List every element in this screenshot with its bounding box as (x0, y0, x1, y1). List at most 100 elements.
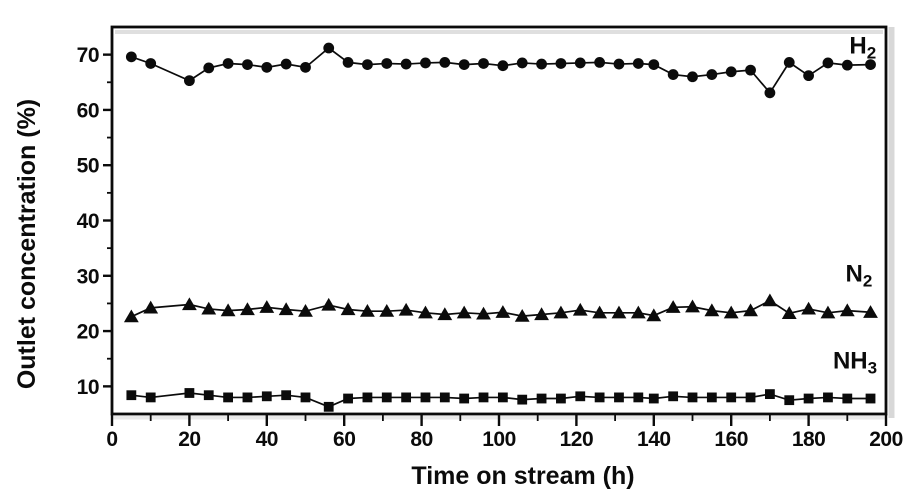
triangle-marker (646, 308, 662, 322)
circle-marker (184, 75, 195, 87)
x-tick-label: 100 (482, 428, 516, 451)
square-marker (126, 390, 137, 401)
y-axis-title: Outlet concentration (%) (13, 98, 41, 390)
circle-marker (706, 69, 718, 80)
triangle-marker (743, 303, 758, 317)
x-tick-label: 20 (178, 428, 200, 451)
triangle-marker (611, 305, 627, 319)
circle-marker (242, 59, 253, 70)
circle-marker (745, 64, 756, 76)
circle-marker (632, 58, 644, 69)
series-nitrogen: N2 (123, 260, 878, 323)
square-marker (362, 392, 373, 403)
triangle-marker (762, 293, 778, 307)
square-marker (145, 392, 156, 403)
y-tick-label: 70 (77, 44, 99, 67)
square-marker (823, 392, 833, 403)
circle-marker (439, 56, 451, 68)
triangle-marker (123, 309, 139, 323)
circle-marker (342, 56, 354, 68)
x-tick-label: 80 (410, 428, 432, 451)
circle-marker (125, 51, 137, 63)
square-marker (575, 391, 586, 402)
x-axis-ticks: 0 20 40 60 80 100 120 140 160 180 200 (106, 414, 903, 451)
x-tick-label: 160 (714, 428, 748, 451)
square-marker (223, 392, 233, 403)
triangle-marker (360, 303, 375, 317)
square-marker (381, 392, 392, 403)
triangle-marker (278, 302, 294, 316)
x-axis-title: Time on stream (h) (411, 462, 635, 490)
triangle-marker (321, 297, 337, 311)
circle-marker (516, 57, 528, 69)
square-marker (420, 392, 431, 403)
square-marker (497, 392, 508, 403)
square-marker (184, 388, 195, 398)
square-marker (803, 393, 814, 404)
circle-marker (667, 69, 679, 80)
y-tick-label: 10 (77, 376, 99, 399)
square-marker (765, 389, 775, 399)
square-marker (517, 394, 528, 405)
square-marker (439, 392, 450, 403)
square-marker (594, 392, 605, 403)
x-tick-label: 0 (106, 428, 117, 451)
series-label-ammonia: NH3 (833, 347, 877, 377)
triangle-marker (553, 305, 569, 319)
triangle-marker (259, 300, 275, 313)
series-label-nitrogen: N2 (846, 260, 873, 290)
triangle-marker (220, 303, 236, 317)
square-marker (261, 391, 272, 402)
square-marker (865, 393, 876, 404)
circle-marker (574, 57, 586, 69)
y-tick-label: 50 (77, 155, 99, 178)
y-axis-ticks: 10 20 30 40 50 60 70 (77, 44, 112, 399)
y-tick-label: 30 (77, 265, 99, 288)
x-tick-label: 180 (792, 428, 826, 451)
triangle-marker (665, 300, 681, 313)
circle-marker (841, 59, 853, 71)
square-marker (633, 392, 644, 403)
circle-marker (323, 42, 335, 54)
scan-band-top (115, 30, 883, 34)
series-hydrogen: H2 (125, 33, 876, 99)
circle-marker (362, 59, 373, 70)
circle-marker (497, 60, 509, 72)
square-marker (478, 392, 489, 403)
triangle-marker (418, 305, 433, 319)
square-marker (242, 392, 253, 403)
triangle-marker (143, 300, 159, 314)
square-marker (614, 392, 624, 403)
triangle-marker (398, 302, 414, 316)
scan-band-right (888, 27, 895, 418)
y-tick-label: 20 (77, 321, 99, 344)
plot-frame (110, 25, 888, 416)
triangle-marker (801, 301, 816, 315)
square-marker (706, 392, 717, 403)
square-marker (401, 392, 412, 403)
circle-marker (261, 61, 273, 73)
circle-marker (478, 58, 489, 69)
x-tick-label: 120 (560, 428, 594, 451)
square-marker (687, 392, 698, 403)
circle-marker (822, 57, 834, 69)
y-tick-label: 60 (77, 99, 99, 122)
square-marker (343, 393, 353, 404)
square-marker (842, 393, 853, 404)
square-marker (536, 393, 547, 404)
triangle-marker (723, 305, 739, 319)
circle-marker (648, 59, 660, 70)
circle-marker (400, 58, 412, 70)
x-tick-label: 140 (637, 428, 671, 451)
triangle-marker (437, 307, 453, 321)
square-marker (648, 393, 659, 404)
square-marker (745, 392, 756, 403)
series-label-hydrogen: H2 (849, 33, 876, 63)
circle-marker (613, 58, 625, 70)
triangle-marker (298, 303, 313, 317)
triangle-marker (781, 306, 797, 319)
square-marker (784, 395, 795, 406)
triangle-marker (534, 307, 549, 321)
circle-marker (458, 59, 470, 70)
